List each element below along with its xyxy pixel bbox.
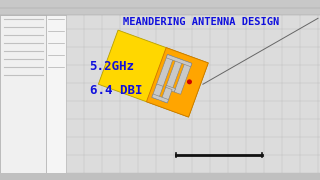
Bar [166,55,192,67]
Text: 6.4 DBI: 6.4 DBI [90,84,142,96]
Text: MEANDERING ANTENNA DESIGN: MEANDERING ANTENNA DESIGN [124,17,280,27]
Bar [174,61,192,94]
Bar [152,94,169,103]
Bar [66,15,320,173]
Bar [152,84,163,100]
Bar [0,15,46,173]
Bar [156,55,174,88]
Bar [165,85,175,92]
Circle shape [188,80,191,84]
Bar [98,30,208,117]
Bar [161,87,172,103]
Bar [147,48,208,117]
Text: 5.2GHz: 5.2GHz [90,60,135,73]
Bar [0,0,320,15]
Bar [46,15,66,173]
Bar [165,58,183,91]
Bar [0,173,320,180]
